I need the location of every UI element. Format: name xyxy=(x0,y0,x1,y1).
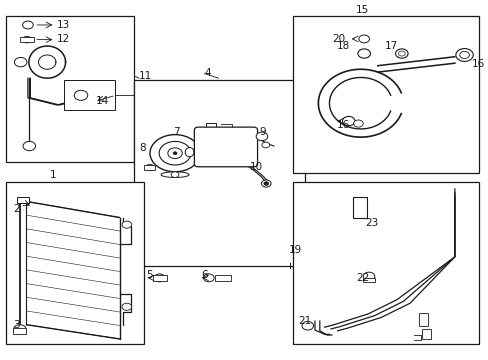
Circle shape xyxy=(358,35,369,43)
Circle shape xyxy=(154,274,164,282)
Circle shape xyxy=(301,321,313,330)
Bar xyxy=(214,275,230,281)
Circle shape xyxy=(455,49,472,62)
Circle shape xyxy=(23,141,36,151)
Circle shape xyxy=(342,116,354,126)
Text: 21: 21 xyxy=(298,316,311,326)
Text: 1: 1 xyxy=(50,170,56,180)
Bar xyxy=(293,16,478,173)
Text: 7: 7 xyxy=(172,127,179,137)
Text: 19: 19 xyxy=(288,245,301,255)
Text: 8: 8 xyxy=(139,143,145,153)
Bar xyxy=(64,80,115,111)
Text: 12: 12 xyxy=(57,34,70,44)
Text: 2: 2 xyxy=(14,203,20,213)
Text: 5: 5 xyxy=(146,270,152,280)
Text: 20: 20 xyxy=(331,34,345,44)
Circle shape xyxy=(264,182,268,185)
Text: 15: 15 xyxy=(355,5,368,15)
Text: 11: 11 xyxy=(139,71,152,81)
Bar xyxy=(6,182,143,344)
Circle shape xyxy=(22,21,33,29)
Circle shape xyxy=(363,272,374,281)
Text: 23: 23 xyxy=(365,218,378,228)
Circle shape xyxy=(398,51,405,56)
Circle shape xyxy=(159,141,191,165)
Circle shape xyxy=(22,36,31,43)
Text: 9: 9 xyxy=(259,127,265,137)
Circle shape xyxy=(357,49,370,58)
Circle shape xyxy=(459,51,468,59)
Text: 4: 4 xyxy=(203,68,210,78)
Ellipse shape xyxy=(161,172,189,177)
Bar xyxy=(17,197,29,203)
Circle shape xyxy=(167,148,182,158)
Circle shape xyxy=(256,132,267,141)
Bar xyxy=(134,80,305,266)
Circle shape xyxy=(203,274,214,282)
Text: 16: 16 xyxy=(471,59,484,69)
Bar xyxy=(20,37,34,42)
Text: 22: 22 xyxy=(355,273,368,283)
Bar xyxy=(418,313,427,327)
Bar xyxy=(421,329,430,339)
Bar xyxy=(153,275,166,281)
Ellipse shape xyxy=(185,148,193,157)
Bar xyxy=(6,16,134,162)
Circle shape xyxy=(122,221,131,228)
Bar xyxy=(293,182,478,344)
Text: 3: 3 xyxy=(14,320,20,330)
Circle shape xyxy=(171,172,179,177)
Circle shape xyxy=(262,142,269,148)
Circle shape xyxy=(14,325,26,334)
Circle shape xyxy=(395,49,407,58)
Text: 6: 6 xyxy=(201,270,208,280)
Circle shape xyxy=(74,90,87,100)
Text: 10: 10 xyxy=(249,162,263,172)
Bar xyxy=(14,328,26,334)
Circle shape xyxy=(261,180,270,187)
Circle shape xyxy=(145,164,154,171)
Bar xyxy=(363,278,374,282)
Text: 18: 18 xyxy=(336,41,349,51)
Bar xyxy=(352,197,366,217)
Text: 13: 13 xyxy=(57,19,70,30)
Circle shape xyxy=(14,58,27,67)
Text: 16: 16 xyxy=(336,120,349,130)
Bar xyxy=(143,165,155,170)
FancyBboxPatch shape xyxy=(194,127,257,167)
Circle shape xyxy=(150,135,200,172)
Text: 14: 14 xyxy=(95,96,108,107)
Circle shape xyxy=(122,303,131,310)
Circle shape xyxy=(353,120,363,127)
Circle shape xyxy=(173,152,177,155)
Text: 17: 17 xyxy=(384,41,397,51)
